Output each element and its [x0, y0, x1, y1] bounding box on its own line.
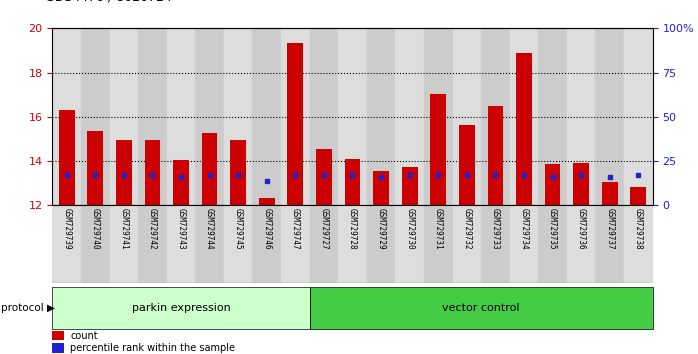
Bar	[459, 125, 475, 205]
Bar	[110, 205, 138, 283]
Text: GSM729735: GSM729735	[548, 208, 557, 249]
Bar	[402, 167, 417, 205]
Bar	[516, 53, 532, 205]
Bar	[395, 28, 424, 205]
Text: GSM729730: GSM729730	[405, 208, 414, 249]
Bar	[538, 28, 567, 205]
Text: percentile rank within the sample: percentile rank within the sample	[70, 343, 235, 353]
Bar	[310, 205, 339, 283]
Bar	[573, 163, 589, 205]
Bar	[281, 28, 310, 205]
Bar	[281, 205, 310, 283]
Bar	[602, 182, 618, 205]
Text: GSM729732: GSM729732	[462, 208, 471, 249]
Text: GSM729729: GSM729729	[377, 208, 385, 249]
Bar	[224, 205, 253, 283]
Bar	[452, 205, 481, 283]
Bar	[52, 205, 81, 283]
Bar	[366, 205, 395, 283]
Bar	[202, 133, 217, 205]
Bar	[110, 28, 138, 205]
Text: GSM729742: GSM729742	[148, 208, 157, 249]
Bar	[253, 28, 281, 205]
Bar	[224, 28, 253, 205]
Bar	[538, 205, 567, 283]
Bar	[452, 28, 481, 205]
Text: GSM729738: GSM729738	[634, 208, 643, 249]
Bar	[144, 140, 161, 205]
Bar	[138, 28, 167, 205]
Text: GSM729731: GSM729731	[433, 208, 443, 249]
Text: GSM729739: GSM729739	[62, 208, 71, 249]
Bar	[195, 28, 224, 205]
Bar	[510, 28, 538, 205]
Bar	[544, 164, 560, 205]
Text: parkin expression: parkin expression	[132, 303, 230, 313]
Bar	[167, 205, 195, 283]
Bar	[59, 110, 75, 205]
Bar	[259, 198, 274, 205]
Bar	[624, 28, 653, 205]
Text: GSM729746: GSM729746	[262, 208, 272, 249]
Text: GSM729736: GSM729736	[577, 208, 586, 249]
Bar	[624, 205, 653, 283]
Bar	[595, 28, 624, 205]
Text: GSM729737: GSM729737	[605, 208, 614, 249]
Bar	[230, 140, 246, 205]
Bar	[316, 149, 332, 205]
Bar	[195, 205, 224, 283]
Bar	[167, 28, 195, 205]
Bar	[395, 205, 424, 283]
Bar	[424, 28, 452, 205]
Bar	[567, 205, 595, 283]
Bar	[52, 343, 64, 353]
Bar	[52, 287, 310, 329]
Bar	[567, 28, 595, 205]
Bar	[630, 187, 646, 205]
Text: vector control: vector control	[443, 303, 520, 313]
Text: GSM729733: GSM729733	[491, 208, 500, 249]
Bar	[87, 131, 103, 205]
Bar	[345, 159, 360, 205]
Text: GSM729727: GSM729727	[320, 208, 328, 249]
Text: GSM729747: GSM729747	[291, 208, 300, 249]
Text: GSM729744: GSM729744	[205, 208, 214, 249]
Text: GSM729734: GSM729734	[519, 208, 528, 249]
Bar	[487, 106, 503, 205]
Bar	[310, 287, 653, 329]
Bar	[116, 140, 132, 205]
Text: GSM729740: GSM729740	[91, 208, 100, 249]
Bar	[510, 205, 538, 283]
Bar	[310, 28, 339, 205]
Text: GDS4476 / 8020724: GDS4476 / 8020724	[45, 0, 172, 4]
Bar	[339, 205, 366, 283]
Bar	[81, 205, 110, 283]
Text: GSM729728: GSM729728	[348, 208, 357, 249]
Bar	[81, 28, 110, 205]
Bar	[138, 205, 167, 283]
Bar	[366, 28, 395, 205]
Bar	[339, 28, 366, 205]
Bar	[481, 28, 510, 205]
Text: count: count	[70, 331, 98, 341]
Bar	[373, 171, 389, 205]
Bar	[481, 205, 510, 283]
Bar	[431, 93, 446, 205]
Bar	[173, 160, 189, 205]
Bar	[52, 331, 64, 341]
Bar	[424, 205, 452, 283]
Bar	[288, 43, 303, 205]
Text: protocol ▶: protocol ▶	[1, 303, 55, 313]
Text: GSM729745: GSM729745	[234, 208, 243, 249]
Bar	[52, 28, 81, 205]
Text: GSM729743: GSM729743	[177, 208, 186, 249]
Bar	[595, 205, 624, 283]
Text: GSM729741: GSM729741	[119, 208, 128, 249]
Bar	[253, 205, 281, 283]
